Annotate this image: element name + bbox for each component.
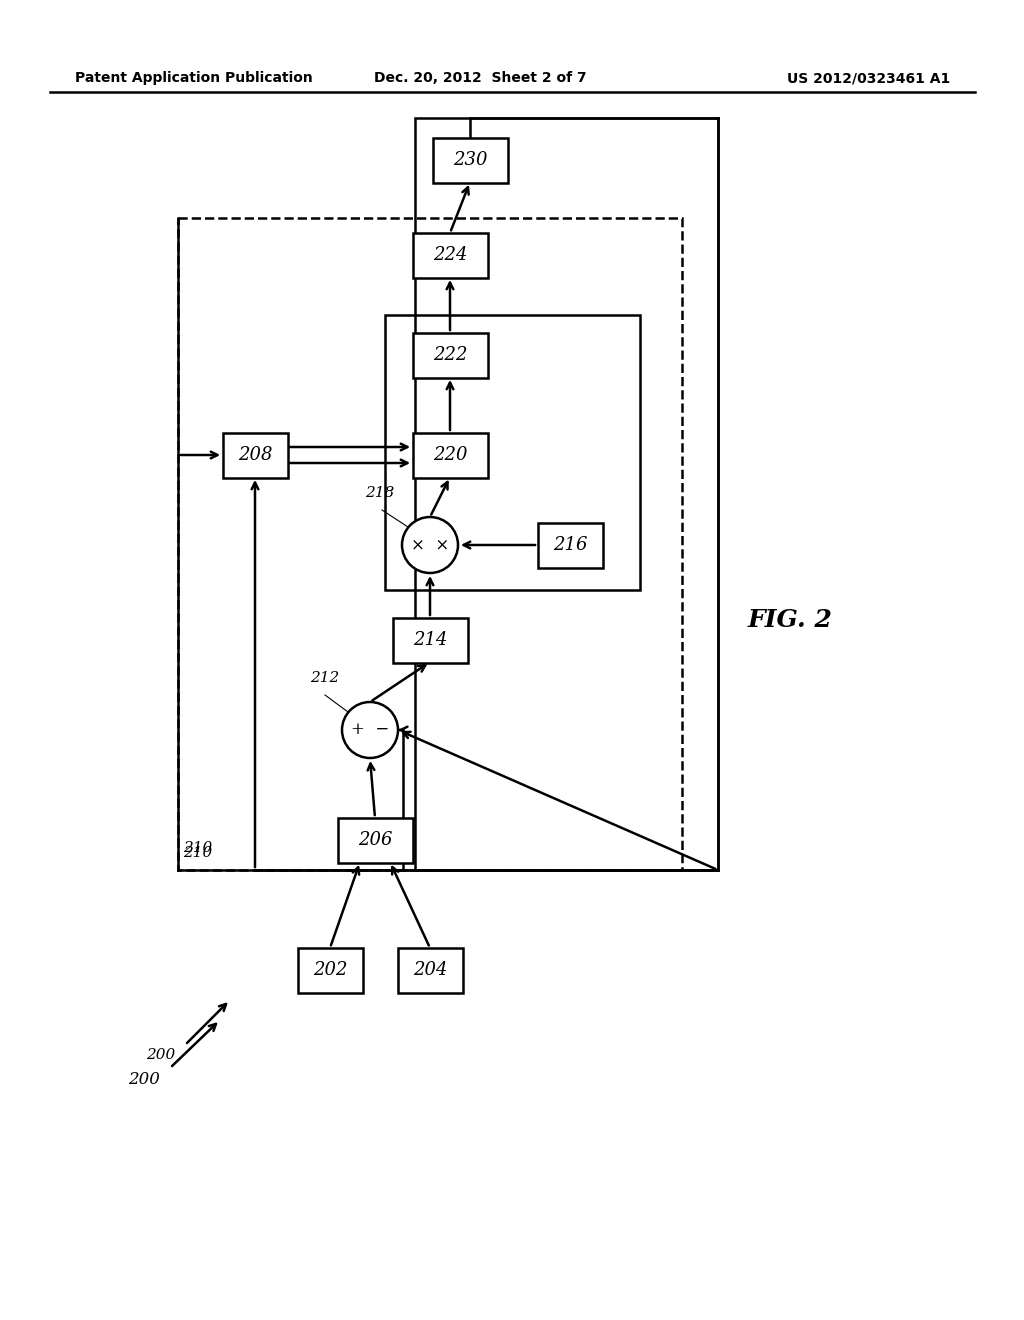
Text: US 2012/0323461 A1: US 2012/0323461 A1 [786,71,950,84]
Bar [338,817,413,862]
Text: FIG. 2: FIG. 2 [748,609,833,632]
Bar [413,232,487,277]
Bar [298,948,362,993]
Bar [392,618,468,663]
Text: 200: 200 [145,1048,175,1063]
Text: 216: 216 [553,536,587,554]
Bar [413,433,487,478]
Text: 212: 212 [310,671,339,685]
Text: 220: 220 [433,446,467,465]
Bar [538,523,602,568]
Text: +  −: + − [351,722,389,738]
Circle shape [342,702,398,758]
Text: 200: 200 [128,1072,160,1089]
Bar [413,333,487,378]
Text: Patent Application Publication: Patent Application Publication [75,71,312,84]
Text: 204: 204 [413,961,447,979]
Text: Dec. 20, 2012  Sheet 2 of 7: Dec. 20, 2012 Sheet 2 of 7 [374,71,587,84]
Text: 210: 210 [183,846,212,861]
Bar [178,218,682,870]
Text: 230: 230 [453,150,487,169]
Text: 222: 222 [433,346,467,364]
Text: 208: 208 [238,446,272,465]
Text: 218: 218 [365,486,394,500]
Bar [397,948,463,993]
Text: 224: 224 [433,246,467,264]
Bar [415,117,718,870]
Text: ×  ×: × × [411,536,450,553]
Bar [385,315,640,590]
Bar [432,137,508,182]
Circle shape [402,517,458,573]
Text: 206: 206 [357,832,392,849]
Text: 210: 210 [183,841,212,855]
Bar [222,433,288,478]
Text: 202: 202 [312,961,347,979]
Text: 214: 214 [413,631,447,649]
